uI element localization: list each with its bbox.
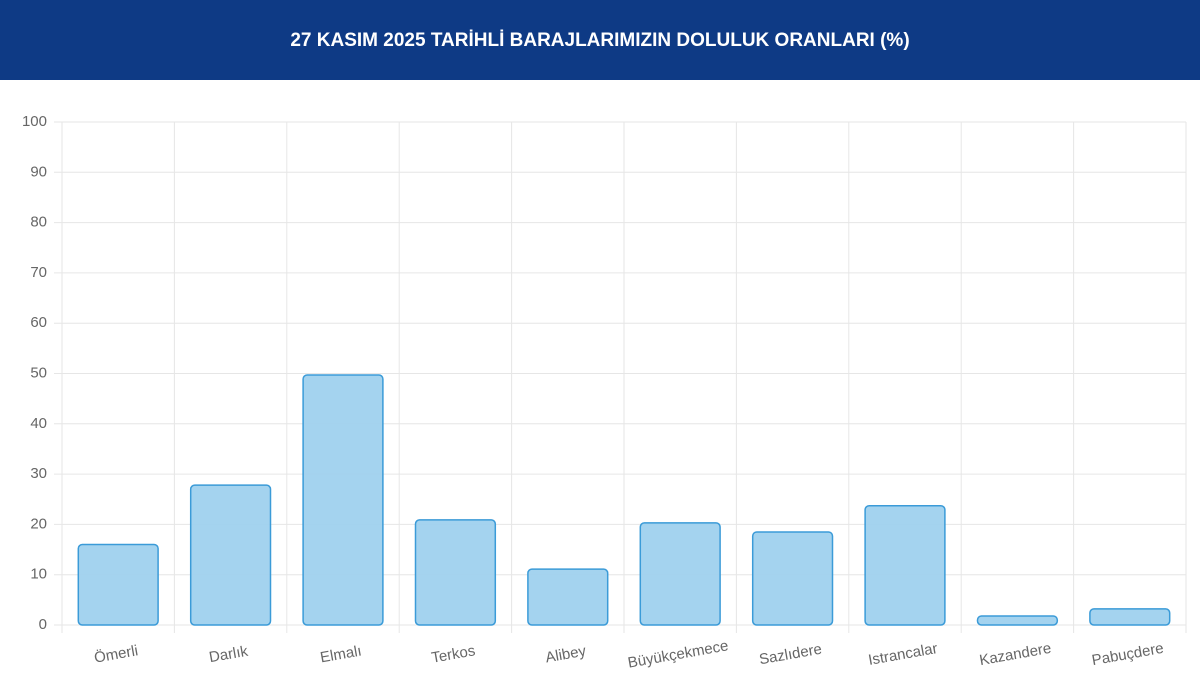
bar bbox=[1089, 608, 1171, 626]
x-tick-label: Sazlıdere bbox=[758, 641, 823, 669]
bar bbox=[414, 519, 497, 626]
x-tick-label: Istrancalar bbox=[867, 640, 939, 669]
chart-title: 27 KASIM 2025 TARİHLİ BARAJLARIMIZIN DOL… bbox=[290, 30, 909, 51]
x-tick-label: Ömerli bbox=[93, 641, 140, 666]
x-tick-label: Alibey bbox=[544, 642, 588, 666]
bar bbox=[302, 374, 384, 626]
bar bbox=[77, 543, 159, 626]
bar bbox=[976, 615, 1059, 626]
x-tick-label: Terkos bbox=[430, 642, 476, 666]
x-tick-label: Darlık bbox=[208, 643, 250, 667]
bar bbox=[751, 531, 834, 626]
x-tick-label: Elmalı bbox=[319, 642, 363, 666]
header-band bbox=[0, 0, 1200, 80]
y-tick-label: 10 bbox=[30, 566, 47, 583]
y-tick-label: 100 bbox=[22, 113, 47, 130]
x-tick-label: Büyükçekmece bbox=[627, 637, 730, 671]
y-tick-label: 20 bbox=[30, 515, 47, 532]
y-tick-label: 80 bbox=[30, 214, 47, 231]
bar bbox=[639, 522, 721, 626]
x-tick-label: Kazandere bbox=[978, 640, 1052, 669]
x-tick-label: Pabuçdere bbox=[1091, 640, 1165, 669]
y-tick-label: 70 bbox=[30, 264, 47, 281]
y-tick-label: 50 bbox=[30, 364, 47, 381]
y-tick-label: 0 bbox=[39, 616, 47, 633]
y-tick-label: 90 bbox=[30, 163, 47, 180]
bar bbox=[864, 505, 946, 626]
bar bbox=[527, 568, 609, 626]
y-tick-label: 30 bbox=[30, 465, 47, 482]
y-tick-label: 40 bbox=[30, 415, 47, 432]
y-tick-label: 60 bbox=[30, 314, 47, 331]
bar bbox=[189, 484, 272, 626]
